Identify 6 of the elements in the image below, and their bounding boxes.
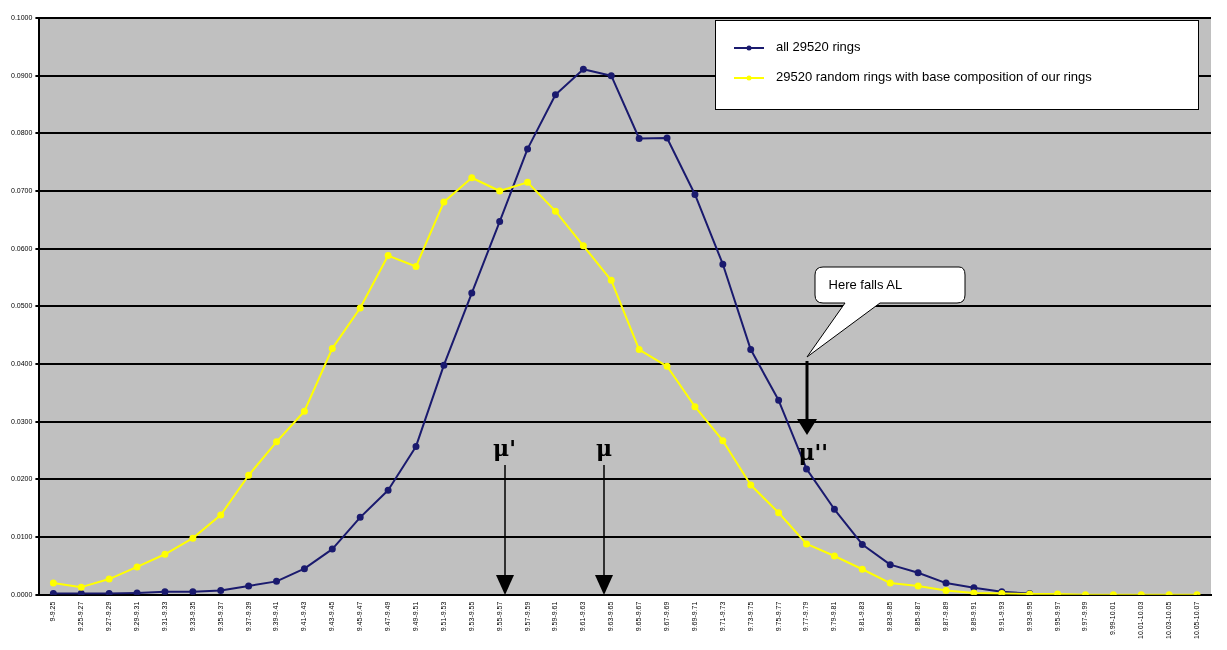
legend-label: all 29520 rings	[776, 39, 861, 54]
legend-label: 29520 random rings with base composition of our rings	[776, 69, 1092, 84]
annotation: Here falls AL	[828, 276, 903, 292]
annotation: μ	[595, 434, 614, 461]
annotation: μ'	[492, 434, 517, 461]
annotation: μ''	[798, 438, 829, 465]
